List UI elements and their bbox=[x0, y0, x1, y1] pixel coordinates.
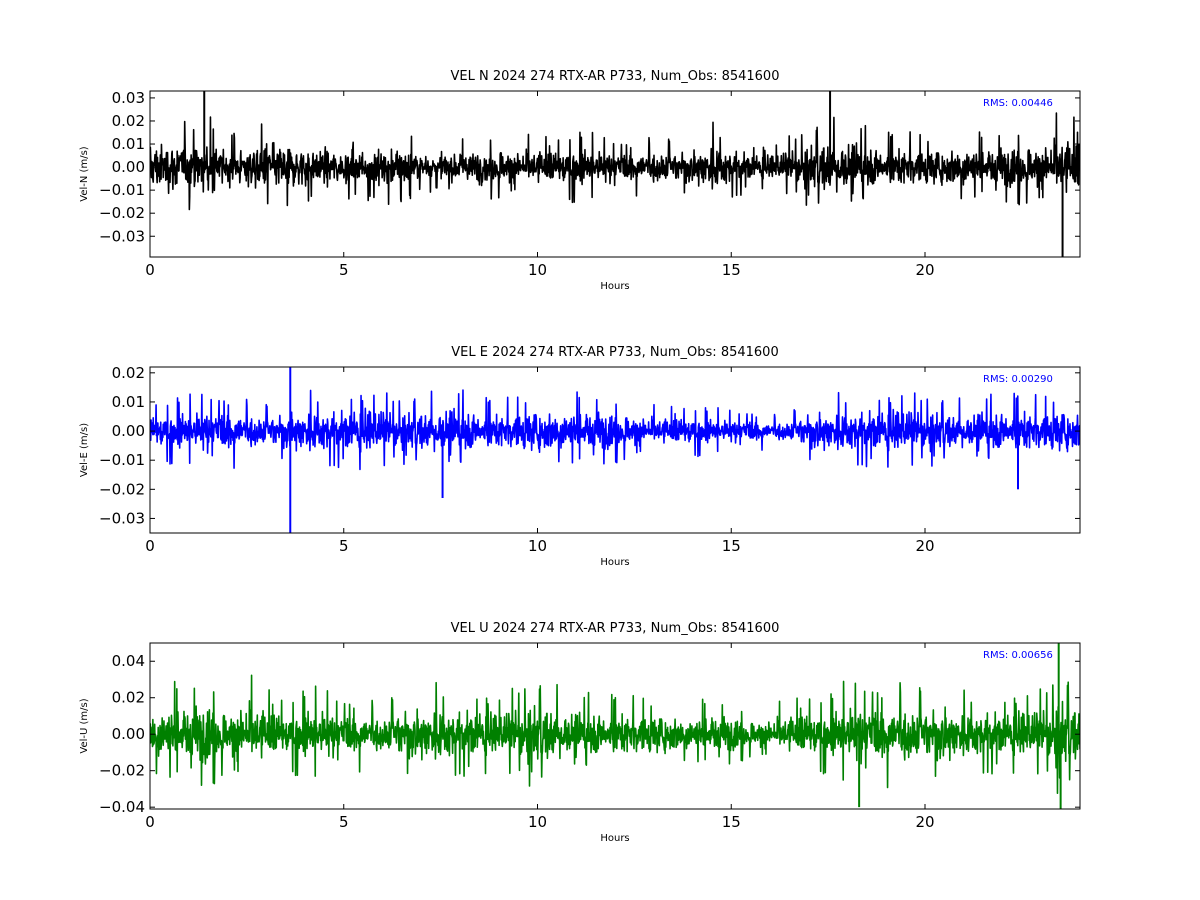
vel-u-rms-label: RMS: 0.00656 bbox=[983, 650, 1053, 661]
vel-e-series-line bbox=[150, 389, 1080, 471]
vel-e-ytick-label-0: −0.03 bbox=[99, 509, 145, 527]
vel-n-title: VEL N 2024 274 RTX-AR P733, Num_Obs: 854… bbox=[451, 69, 780, 84]
vel-e-xtick-label-3: 15 bbox=[722, 537, 741, 555]
vel-u-ytick-label-3: 0.02 bbox=[112, 689, 145, 707]
vel-u-xtick-label-1: 5 bbox=[339, 813, 349, 831]
vel-u-ytick-label-2: 0.00 bbox=[112, 725, 145, 743]
vel-n-xtick-label-0: 0 bbox=[145, 261, 155, 279]
vel-n-ytick-label-3: 0.00 bbox=[112, 158, 145, 176]
vel-n-ytick-label-2: −0.01 bbox=[99, 181, 145, 199]
vel-e-xtick-label-2: 10 bbox=[528, 537, 547, 555]
vel-u-xtick-label-2: 10 bbox=[528, 813, 547, 831]
vel-u-panel: 0 5 10 15 20 −0.04 −0.02 0.00 0.02 0.04 VEL U 2024… bbox=[79, 621, 1081, 844]
vel-n-xtick-label-1: 5 bbox=[339, 261, 349, 279]
vel-e-title: VEL E 2024 274 RTX-AR P733, Num_Obs: 854… bbox=[451, 345, 778, 360]
vel-u-ytick-label-0: −0.04 bbox=[99, 798, 145, 816]
vel-e-ytick-label-1: −0.02 bbox=[99, 480, 145, 498]
vel-e-ytick-label-4: 0.01 bbox=[112, 393, 145, 411]
vel-e-xtick-label-1: 5 bbox=[339, 537, 349, 555]
vel-u-xtick-label-0: 0 bbox=[145, 813, 155, 831]
vel-u-axes-frame bbox=[149, 642, 1081, 810]
vel-u-title: VEL U 2024 274 RTX-AR P733, Num_Obs: 854… bbox=[451, 621, 780, 636]
vel-n-ytick-label-1: −0.02 bbox=[99, 204, 145, 222]
vel-u-ylabel: Vel-U (m/s) bbox=[79, 698, 90, 753]
vel-e-xtick-label-0: 0 bbox=[145, 537, 155, 555]
vel-n-ytick-label-5: 0.02 bbox=[112, 112, 145, 130]
vel-n-rms-label: RMS: 0.00446 bbox=[983, 98, 1053, 109]
vel-n-xlabel: Hours bbox=[600, 281, 629, 292]
vel-n-series-line bbox=[150, 112, 1080, 211]
vel-e-xtick-label-4: 20 bbox=[915, 537, 934, 555]
vel-e-axes-frame bbox=[149, 366, 1081, 534]
vel-n-ytick-label-4: 0.01 bbox=[112, 135, 145, 153]
vel-n-axes-frame bbox=[149, 90, 1081, 258]
vel-n-panel: 0 5 10 15 20 −0.03 −0.02 −0.01 0.00 0.01 0.02 0.03 V… bbox=[79, 69, 1081, 292]
vel-u-xlabel: Hours bbox=[600, 833, 629, 844]
vel-e-rms-label: RMS: 0.00290 bbox=[983, 374, 1053, 385]
vel-u-xtick-label-3: 15 bbox=[722, 813, 741, 831]
vel-n-ytick-label-6: 0.03 bbox=[112, 89, 145, 107]
vel-e-ytick-label-5: 0.02 bbox=[112, 364, 145, 382]
vel-n-xtick-label-2: 10 bbox=[528, 261, 547, 279]
vel-u-series-line bbox=[150, 674, 1080, 795]
vel-e-ylabel: Vel-E (m/s) bbox=[79, 423, 90, 477]
vel-e-xlabel: Hours bbox=[600, 557, 629, 568]
vel-u-ytick-label-1: −0.02 bbox=[99, 762, 145, 780]
vel-e-panel: 0 5 10 15 20 −0.03 −0.02 −0.01 0.00 0.01 0.02 VEL E… bbox=[79, 345, 1081, 568]
vel-n-xtick-label-4: 20 bbox=[915, 261, 934, 279]
vel-n-ylabel: Vel-N (m/s) bbox=[79, 146, 90, 201]
vel-e-ytick-label-3: 0.00 bbox=[112, 422, 145, 440]
vel-e-ytick-label-2: −0.01 bbox=[99, 451, 145, 469]
vel-n-ytick-label-0: −0.03 bbox=[99, 227, 145, 245]
vel-u-xtick-label-4: 20 bbox=[915, 813, 934, 831]
vel-n-xtick-label-3: 15 bbox=[722, 261, 741, 279]
vel-u-ytick-label-4: 0.04 bbox=[112, 652, 145, 670]
